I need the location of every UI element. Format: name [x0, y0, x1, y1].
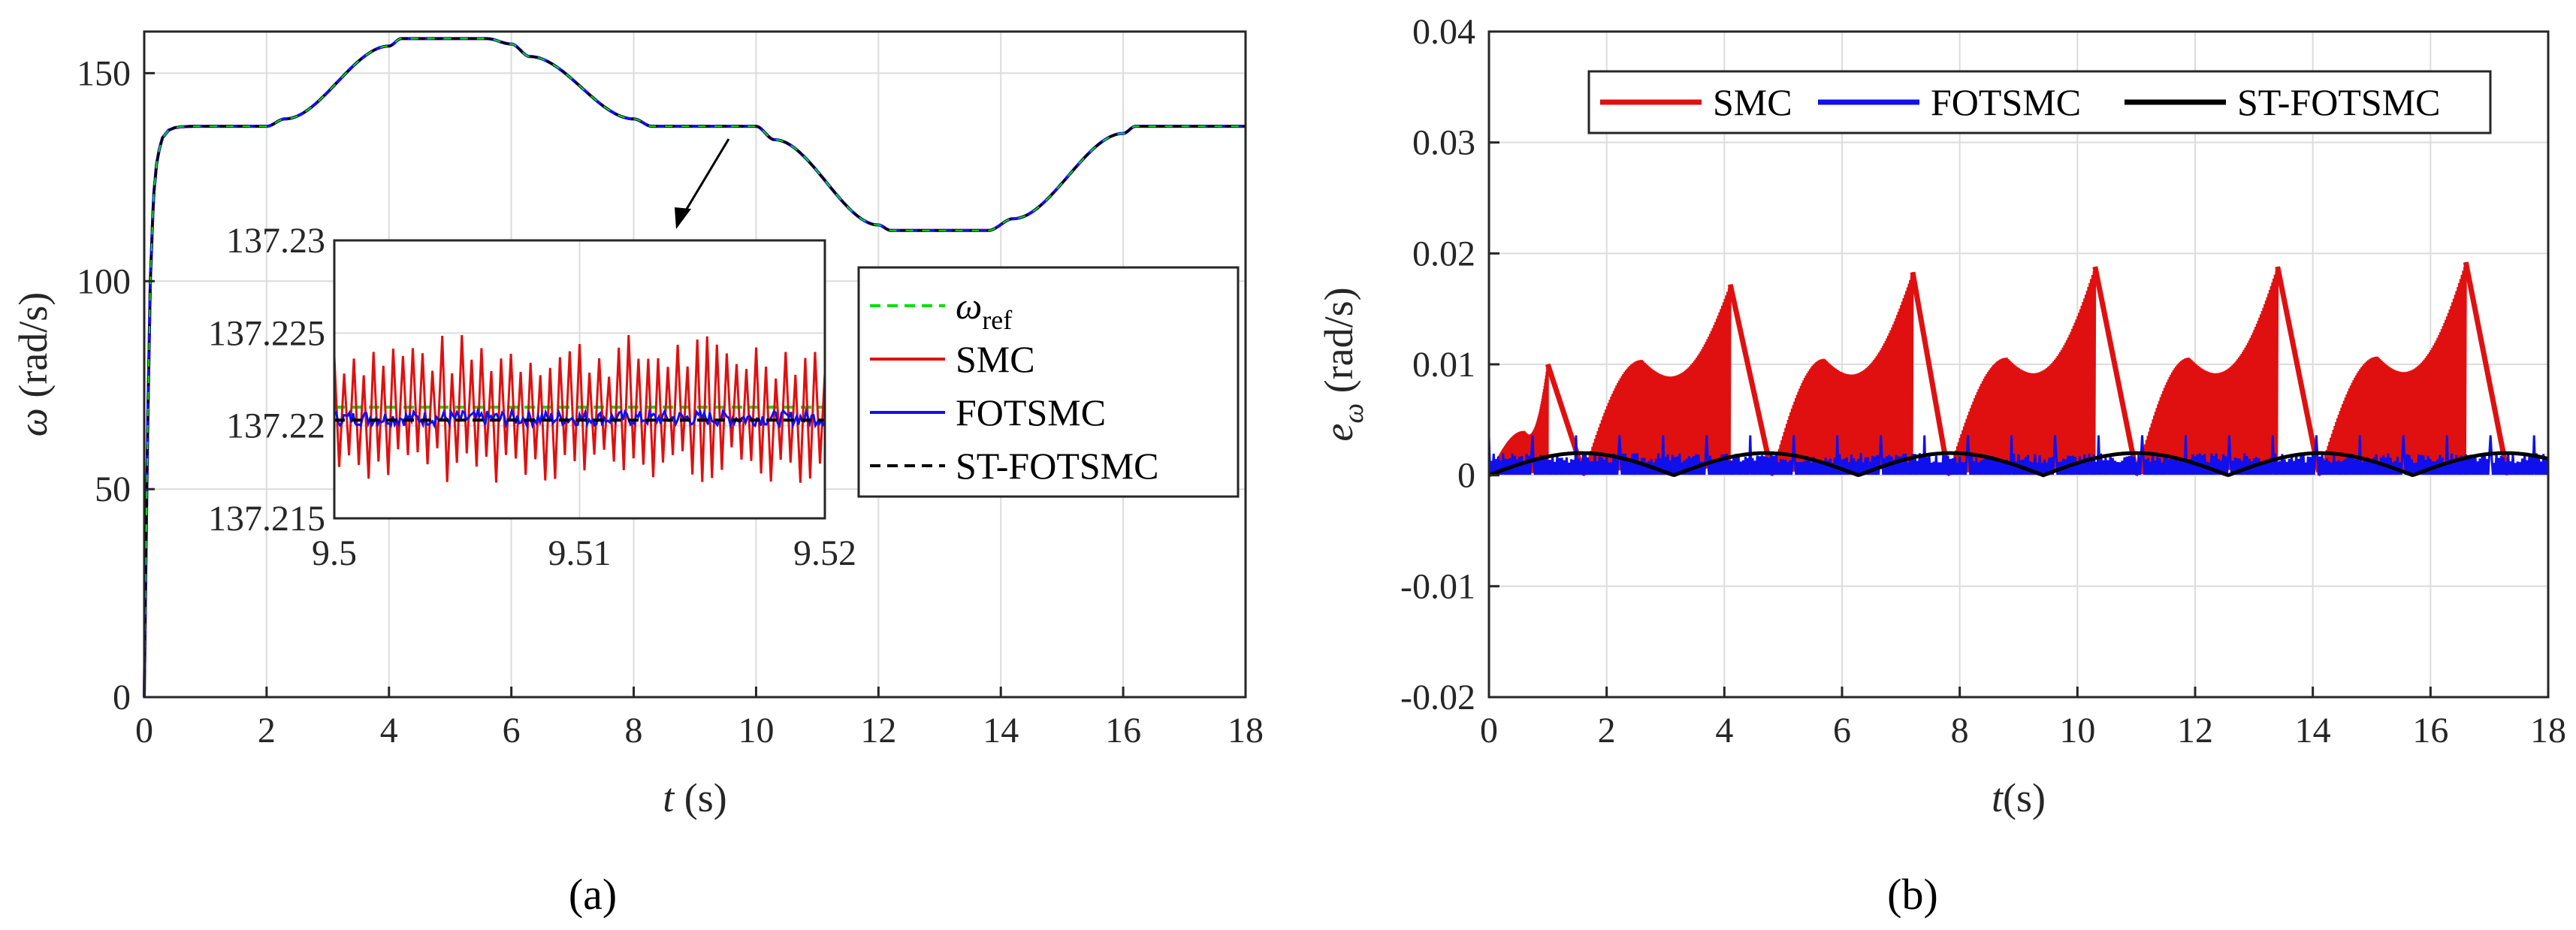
panel-b-line-stfotsmc — [1488, 451, 2549, 478]
inset-ytick-label: 137.215 — [208, 499, 325, 539]
panel-b-ylabel: eω (rad/s) — [1316, 287, 1370, 441]
panel-a-line-ref — [143, 38, 1246, 698]
panel-b-ytick-label: 0.03 — [1412, 123, 1475, 163]
inset-line-smc — [333, 334, 826, 483]
panel-a-xlabel: t (s) — [663, 775, 727, 820]
panel-b-xtick-label: 0 — [1480, 711, 1498, 750]
legend-label-ref: ωref — [956, 285, 1012, 335]
panel-a-ylabel: ω (rad/s) — [11, 292, 56, 437]
inset-xtick-label: 9.52 — [793, 533, 856, 573]
inset-lines — [333, 334, 826, 483]
panel-a-lines — [143, 37, 1246, 698]
panel-b-xtick-label: 10 — [2059, 711, 2095, 750]
panel-b-line-smc-ramp — [1545, 261, 2510, 473]
panel-a-ytick-label: 100 — [77, 261, 131, 301]
panel-a-caption: (a) — [569, 870, 617, 919]
panel-a-axes-frame — [143, 30, 1247, 699]
panel-a: 0 2 4 6 8 10 12 14 16 18 0 50 100 150 t (s) ω (rad/s)… — [11, 30, 1264, 919]
inset-ytick-label: 137.23 — [226, 221, 325, 261]
panel-b-ytick-label: 0.02 — [1412, 234, 1475, 273]
panel-b-ytick-label: 0.04 — [1412, 12, 1475, 52]
panel-a-ticks: 0 2 4 6 8 10 12 14 16 18 0 50 100 150 — [77, 53, 1264, 750]
inset-ticks: 9.5 9.51 9.52 137.215 137.22 137.225 137.23 — [208, 221, 856, 573]
panel-a-xtick-label: 16 — [1105, 711, 1141, 750]
zoom-inset: 9.5 9.51 9.52 137.215 137.22 137.225 137.23 — [208, 221, 856, 573]
panel-a-xtick-label: 12 — [860, 711, 896, 750]
panel-b-ticks: 0 2 4 6 8 10 12 14 16 18 -0.02 -0.01 0 0.01 0.02 0.03 0.… — [1400, 12, 2566, 750]
panel-b-legend: SMC FOTSMC ST-FOTSMC — [1587, 70, 2492, 134]
panel-a-xtick-label: 2 — [258, 711, 276, 750]
inset-frame — [333, 239, 826, 520]
panel-a-xtick-label: 14 — [983, 711, 1019, 750]
panel-b-xtick-label: 8 — [1951, 711, 1969, 750]
panel-b-xtick-label: 16 — [2412, 711, 2448, 750]
panel-a-xtick-label: 0 — [135, 711, 153, 750]
panel-b-ytick-label: 0.01 — [1412, 345, 1475, 385]
panel-a-ytick-label: 50 — [95, 470, 131, 509]
panel-a-xtick-label: 4 — [380, 711, 398, 750]
panel-b: 0 2 4 6 8 10 12 14 16 18 -0.02 -0.01 0 0.01 0.02 0.03 0.… — [1316, 12, 2566, 919]
panel-a-xtick-label: 8 — [625, 711, 643, 750]
panel-b-lines — [1487, 261, 2550, 478]
legend-b-label-stfotsmc: ST-FOTSMC — [2237, 81, 2440, 123]
panel-a-xtick-label: 10 — [738, 711, 774, 750]
inset-ytick-label: 137.22 — [226, 406, 325, 446]
inset-line-fotsmc — [334, 407, 826, 430]
panel-b-xtick-label: 12 — [2177, 711, 2213, 750]
inset-ytick-label: 137.225 — [208, 313, 325, 353]
panel-a-xtick-label: 6 — [503, 711, 521, 750]
inset-xtick-label: 9.5 — [312, 533, 357, 573]
legend-label-fotsmc: FOTSMC — [956, 391, 1106, 433]
legend-label-smc: SMC — [956, 338, 1035, 380]
legend-label-stfotsmc: ST-FOTSMC — [956, 445, 1158, 487]
panel-b-caption: (b) — [1887, 870, 1938, 919]
panel-a-ytick-label: 150 — [77, 53, 131, 93]
panel-b-legend-box — [1587, 70, 2492, 134]
panel-b-xlabel: t(s) — [1992, 775, 2046, 820]
legend-b-label-fotsmc: FOTSMC — [1931, 81, 2081, 123]
panel-a-legend: ωref SMC FOTSMC ST-FOTSMC — [857, 266, 1240, 498]
zoom-annotation-arrow — [675, 138, 730, 229]
panel-b-xtick-label: 6 — [1833, 711, 1851, 750]
panel-b-xtick-label: 18 — [2530, 711, 2566, 750]
panel-b-xtick-label: 4 — [1715, 711, 1733, 750]
panel-b-xtick-label: 2 — [1598, 711, 1616, 750]
inset-xtick-label: 9.51 — [548, 533, 612, 573]
panel-a-ytick-label: 0 — [113, 678, 131, 717]
panel-b-line-smc — [1487, 261, 2508, 477]
legend-b-label-smc: SMC — [1713, 81, 1792, 123]
panel-a-xtick-label: 18 — [1228, 711, 1264, 750]
panel-b-ytick-label: -0.02 — [1400, 678, 1475, 717]
panel-b-xtick-label: 14 — [2295, 711, 2331, 750]
panel-b-ytick-label: 0 — [1457, 456, 1475, 496]
panel-b-ytick-label: -0.01 — [1400, 566, 1475, 606]
